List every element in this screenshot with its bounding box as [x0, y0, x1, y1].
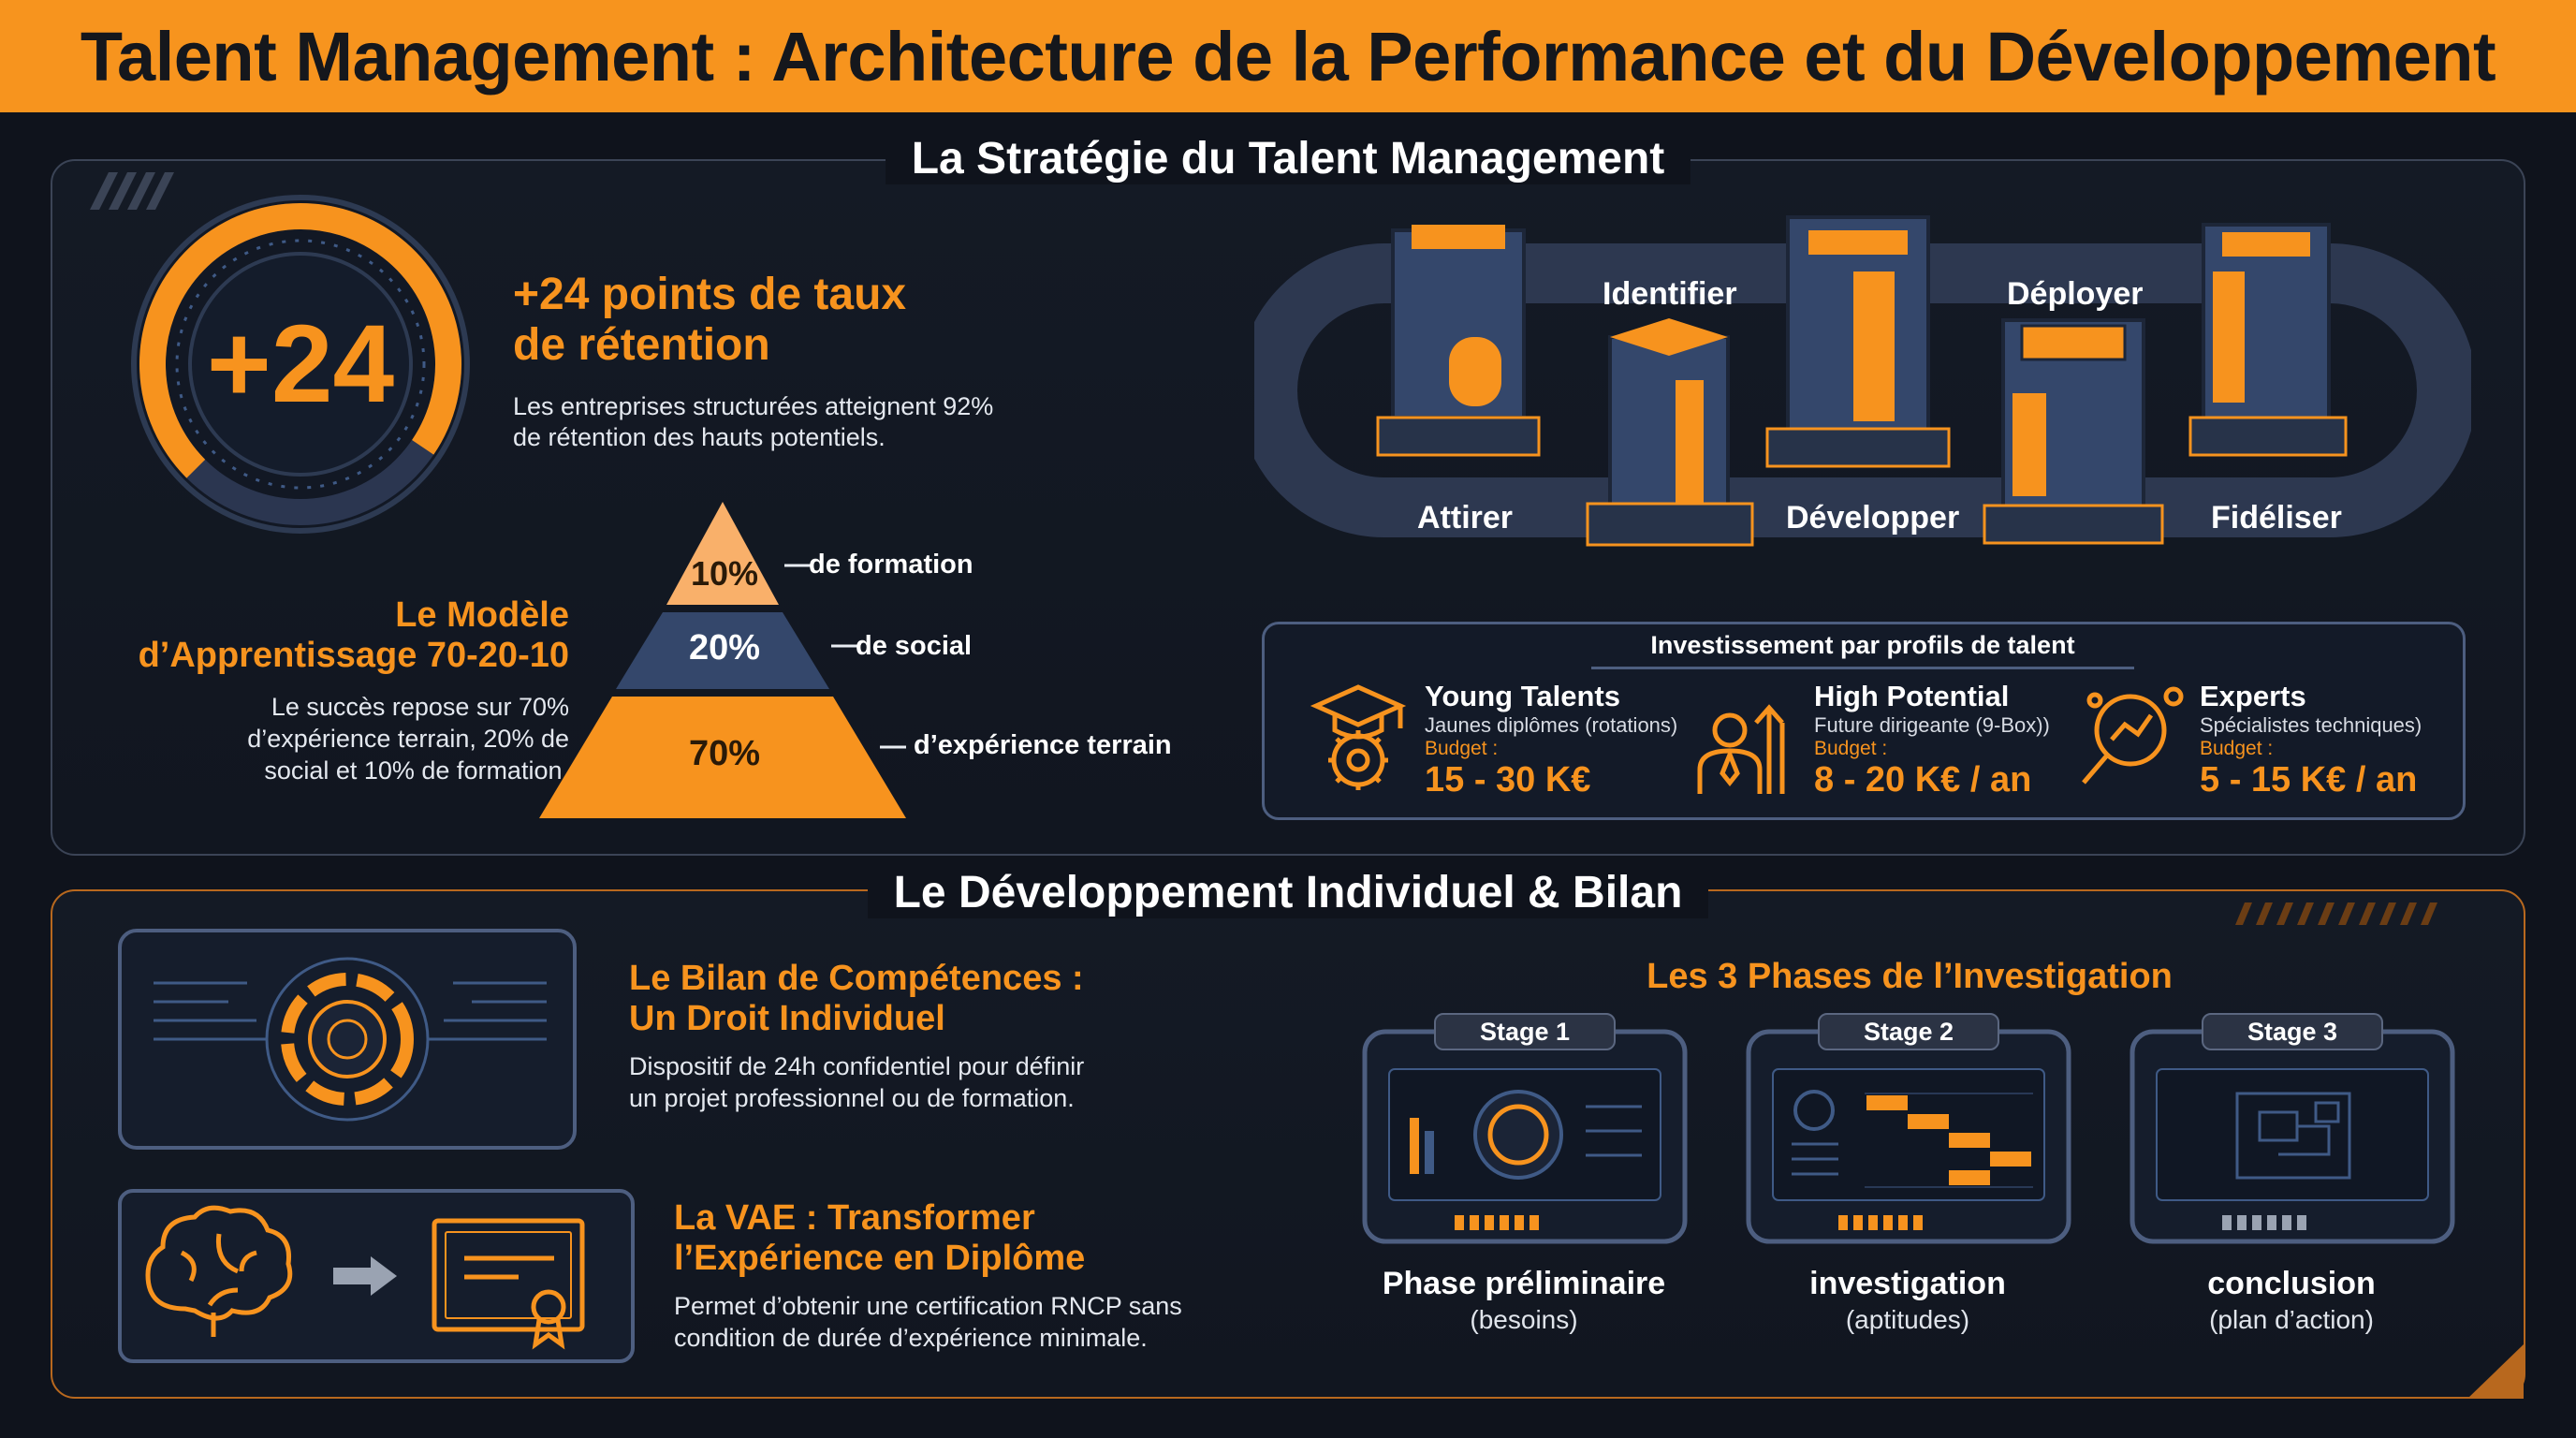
retention-block: +24 points de taux de rétention Les entr… [513, 270, 1149, 454]
title-bar: Talent Management : Architecture de la P… [0, 0, 2576, 112]
strategy-section-title: La Stratégie du Talent Management [885, 133, 1691, 184]
profile-budget: 5 - 15 K€ / an [2200, 760, 2418, 800]
pyramid-pct-20: 20% [688, 628, 761, 668]
cycle-label-identifier: Identifier [1603, 276, 1737, 312]
model-text-2: d’expérience terrain, 20% de [247, 724, 569, 753]
bilan-block: Le Bilan de Compétences : Un Droit Indiv… [629, 959, 1303, 1115]
phases-title: Les 3 Phases de l’Investigation [1647, 957, 2173, 996]
model-text-3: social et 10% de formation. [264, 756, 569, 785]
pyramid-label-social: de social [856, 631, 973, 661]
profile-name: High Potential [1814, 680, 2010, 712]
investment-box [1262, 622, 2466, 820]
cycle-label-deployer: Déployer [2007, 276, 2144, 312]
profile-budget-label: Budget : [2200, 738, 2274, 759]
profile-name: Experts [2200, 680, 2306, 712]
bilan-heading-1: Le Bilan de Compétences : [629, 959, 1084, 998]
stage-3-sub: (plan d’action) [2209, 1305, 2374, 1334]
model-text-1: Le succès repose sur 70% [271, 693, 569, 722]
stage-1-screen [1362, 1029, 1688, 1244]
profile-young-talents: Young Talents Jaunes diplômes (rotations… [1425, 680, 1677, 800]
cycle-label-fideliser: Fidéliser [2211, 500, 2342, 536]
profile-sub: Jaunes diplômes (rotations) [1425, 713, 1678, 737]
retention-gauge [131, 195, 470, 534]
model-block: Le Modèle d’Apprentissage 70-20-10 Le su… [112, 595, 569, 786]
server-fideliser [2188, 223, 2348, 457]
retention-heading-2: de rétention [513, 319, 770, 370]
server-identifier [1586, 318, 1754, 547]
profile-budget-label: Budget : [1814, 738, 1888, 759]
investment-title: Investissement par profils de talent [1650, 631, 2075, 659]
gauge-value: +24 [206, 302, 395, 426]
retention-heading-1: +24 points de taux [513, 270, 907, 319]
profile-sub: Future dirigeante (9-Box)) [1814, 713, 2050, 737]
profile-sub: Spécialistes techniques) [2200, 713, 2422, 737]
pyramid-bottom [539, 697, 906, 818]
profile-budget-label: Budget : [1425, 738, 1499, 759]
page-title: Talent Management : Architecture de la P… [80, 17, 2496, 95]
bilan-target-card [118, 929, 577, 1150]
stage-2-pill: Stage 2 [1818, 1013, 1999, 1050]
magnifier-chart-icon [2082, 686, 2184, 785]
pyramid-label-terrain: d’expérience terrain [914, 730, 1172, 760]
model-heading-1: Le Modèle [395, 595, 569, 635]
vae-brain-diploma-card [118, 1189, 635, 1363]
diploma-icon [432, 1218, 585, 1350]
profile-budget: 8 - 20 K€ / an [1814, 760, 2032, 800]
development-section-title: Le Développement Individuel & Bilan [867, 867, 1709, 918]
stage-2-screen [1746, 1029, 2071, 1244]
stage-2-sub: (aptitudes) [1845, 1305, 1970, 1334]
pyramid-middle [616, 612, 829, 689]
talent-cycle-diagram [1254, 215, 2471, 547]
server-deployer [1983, 318, 2164, 545]
vae-text-1: Permet d’obtenir une certification RNCP … [674, 1292, 1182, 1321]
vae-heading-1: La VAE : Transformer [674, 1198, 1035, 1238]
leader-arrow-icon [1697, 704, 1785, 794]
pyramid-label-formation: de formation [809, 550, 973, 580]
profile-experts: Experts Spécialistes techniques) Budget … [2200, 680, 2422, 800]
pyramid-pct-70: 70% [688, 734, 761, 773]
bilan-heading-2: Un Droit Individuel [629, 998, 945, 1038]
stage-1-pill: Stage 1 [1434, 1013, 1616, 1050]
investment-title-bar [1591, 667, 2134, 669]
server-developper [1765, 215, 1951, 468]
corner-stripes-decoration [90, 172, 174, 210]
gauge-value-wrap: +24 [127, 191, 474, 537]
profile-name: Young Talents [1425, 680, 1620, 712]
vae-block: La VAE : Transformer l’Expérience en Dip… [674, 1198, 1348, 1355]
profile-high-potential: High Potential Future dirigeante (9-Box)… [1814, 680, 2050, 800]
stage-3-pill: Stage 3 [2202, 1013, 2383, 1050]
server-attirer [1376, 225, 1541, 457]
pyramid-top [666, 502, 779, 605]
learning-pyramid [539, 502, 906, 818]
corner-triangle-decoration [2467, 1344, 2524, 1399]
model-heading-2: d’Apprentissage 70-20-10 [138, 635, 569, 675]
profile-budget: 15 - 30 K€ [1425, 760, 1591, 800]
development-title-wrap: Le Développement Individuel & Bilan [0, 867, 2576, 918]
stage-1-name: Phase préliminaire [1382, 1266, 1666, 1301]
vae-text-2: condition de durée d’expérience minimale… [674, 1323, 1148, 1352]
stage-1-sub: (besoins) [1470, 1305, 1578, 1334]
arrow-right-icon [333, 1256, 397, 1296]
stage-2-name: investigation [1809, 1266, 2006, 1301]
brain-icon [145, 1205, 293, 1337]
graduation-gear-icon [1310, 684, 1407, 790]
cycle-label-developper: Développer [1786, 500, 1960, 536]
retention-text-2: de rétention des hauts potentiels. [513, 423, 886, 452]
stage-3-name: conclusion [2207, 1266, 2376, 1301]
vae-heading-2: l’Expérience en Diplôme [674, 1238, 1086, 1278]
retention-text-1: Les entreprises structurées atteignent 9… [513, 391, 994, 420]
cycle-label-attirer: Attirer [1417, 500, 1514, 536]
stage-3-screen [2130, 1029, 2455, 1244]
strategy-title-wrap: La Stratégie du Talent Management [0, 133, 2576, 184]
pyramid-pct-10: 10% [690, 554, 759, 593]
gauge-fill-arc [139, 203, 461, 478]
corner-stripes-decoration-right [2235, 902, 2437, 925]
bilan-text-1: Dispositif de 24h confidentiel pour défi… [629, 1052, 1085, 1081]
bilan-text-2: un projet professionnel ou de formation. [629, 1083, 1075, 1112]
